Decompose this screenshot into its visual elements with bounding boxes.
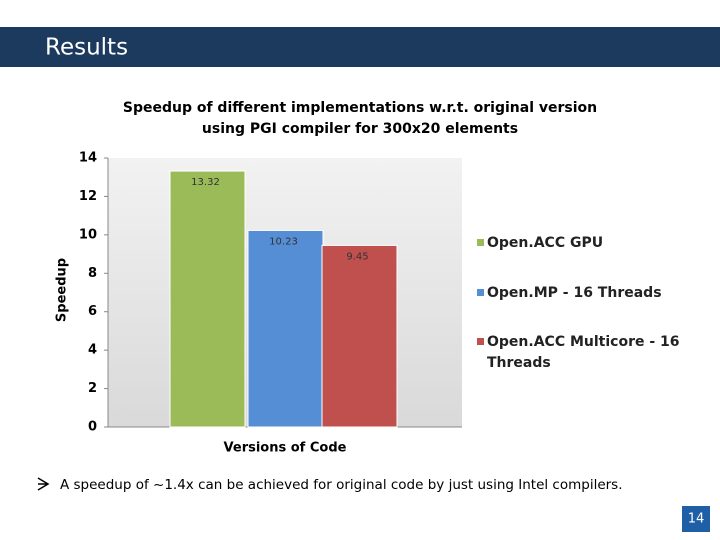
bar — [321, 244, 398, 428]
value-label: 10.23 — [269, 236, 298, 247]
y-tick-label: 14 — [79, 151, 97, 166]
page-number: 14 — [688, 512, 705, 527]
y-tick-label: 0 — [88, 420, 97, 435]
bar — [247, 229, 324, 428]
slide-title: Results — [45, 35, 128, 61]
legend-swatch — [477, 289, 484, 296]
x-axis-label: Versions of Code — [224, 441, 347, 456]
y-tick-label: 6 — [88, 304, 97, 319]
value-label: 9.45 — [346, 251, 368, 262]
chart-title: Speedup of different implementations w.r… — [122, 100, 598, 137]
legend-label: Open.ACC GPU — [487, 235, 604, 251]
bullet-text: A speedup of ~1.4x can be achieved for o… — [60, 477, 623, 493]
y-tick-label: 8 — [88, 266, 97, 281]
legend-swatch — [477, 239, 484, 246]
y-tick-label: 2 — [88, 381, 97, 396]
bar — [169, 170, 246, 428]
title-bar — [0, 27, 720, 67]
value-label: 13.32 — [191, 177, 220, 188]
legend-label: Open.ACC Multicore - 16 Threads — [487, 334, 680, 371]
bullet-arrow — [37, 477, 50, 491]
legend-swatch — [477, 338, 484, 345]
y-tick-label: 10 — [79, 227, 97, 242]
y-tick-label: 4 — [88, 343, 97, 358]
page-number-box — [682, 506, 710, 532]
legend-label: Open.MP - 16 Threads — [487, 285, 662, 301]
y-tick-label: 12 — [79, 189, 97, 204]
y-axis-label: Speedup — [55, 258, 70, 322]
